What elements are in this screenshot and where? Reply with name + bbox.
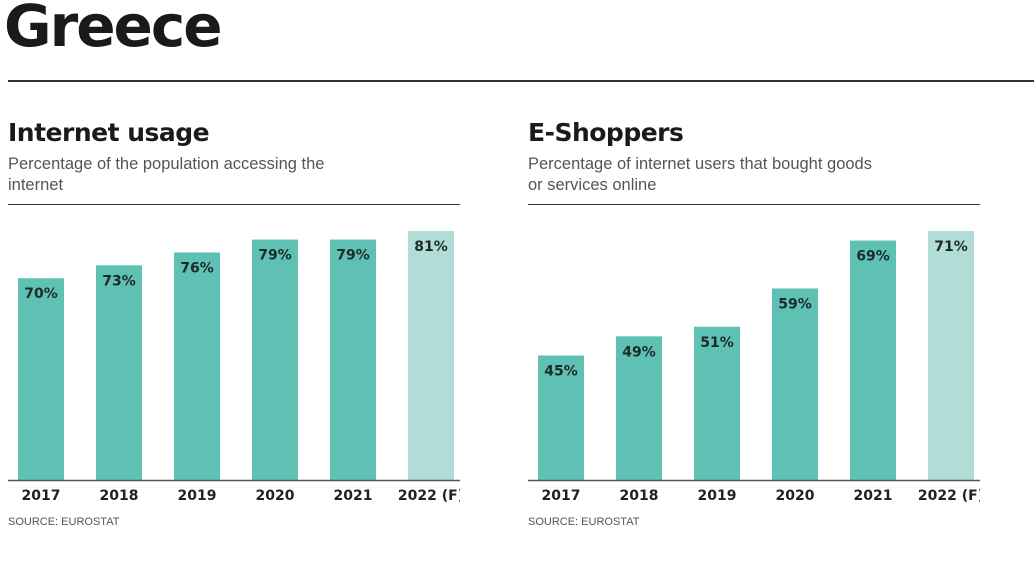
bar-2017 [18,278,64,480]
data-label: 73% [102,273,136,289]
bar-2017 [538,355,584,480]
x-tick-label: 2022 (F) [398,488,460,504]
internet-usage-chart: 70% 2017 73% 2018 76% 2019 79% 2020 79% 2021 81% 20… [8,231,460,504]
x-tick-label: 2018 [100,488,139,504]
bar-2018 [96,265,142,480]
bar-2020 [772,288,818,480]
bar-2018 [616,336,662,480]
bar-2022 (F) [928,231,974,480]
chart-subtitle: Percentage of the population accessing t… [8,155,325,194]
data-label: 49% [622,344,656,360]
x-tick-label: 2021 [854,488,893,504]
x-tick-label: 2019 [698,488,737,504]
x-tick-label: 2022 (F) [918,488,980,504]
e-shoppers-panel: E-Shoppers Percentage of internet users … [528,116,980,536]
x-tick-label: 2020 [256,488,295,504]
source-note: SOURCE: EUROSTAT [528,516,640,528]
data-label: 79% [258,248,292,264]
bar-2020 [252,239,298,480]
bar-2019 [694,326,740,480]
data-label: 81% [414,239,448,255]
chart-title: E-Shoppers [528,118,684,147]
page-title: Greece [4,0,223,60]
title-divider [8,80,1034,82]
x-tick-label: 2019 [178,488,217,504]
bar-2021 [330,239,376,480]
bar-2021 [850,240,896,480]
data-label: 79% [336,248,370,264]
x-tick-label: 2017 [22,488,61,504]
e-shoppers-chart: 45% 2017 49% 2018 51% 2019 59% 2020 69% 2021 71% 20… [528,231,980,504]
x-tick-label: 2021 [334,488,373,504]
data-label: 70% [24,286,58,302]
data-label: 76% [180,260,214,276]
chart-title: Internet usage [8,118,210,147]
header-divider [528,204,980,205]
source-note: SOURCE: EUROSTAT [8,516,120,528]
x-tick-label: 2018 [620,488,659,504]
internet-usage-panel: Internet usage Percentage of the populat… [8,116,460,536]
x-tick-label: 2017 [542,488,581,504]
data-label: 45% [544,364,578,380]
data-label: 71% [934,239,968,255]
data-label: 59% [778,296,812,312]
bar-2022 (F) [408,231,454,480]
bar-2019 [174,252,220,480]
data-label: 69% [856,249,890,265]
header-divider [8,204,460,205]
x-tick-label: 2020 [776,488,815,504]
data-label: 51% [700,335,734,351]
chart-subtitle: Percentage of internet users that bought… [528,155,872,194]
